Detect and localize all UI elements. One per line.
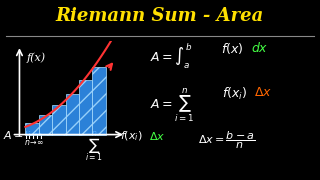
Text: $f(x_i)$: $f(x_i)$ — [222, 86, 248, 102]
Bar — [39, 115, 52, 135]
Bar — [66, 94, 79, 135]
Text: f(x): f(x) — [26, 52, 45, 63]
Text: $A = \int_a^b$: $A = \int_a^b$ — [150, 41, 193, 70]
Text: Riemann Sum - Area: Riemann Sum - Area — [56, 7, 264, 25]
Text: $\Delta x$: $\Delta x$ — [254, 86, 272, 99]
Bar — [79, 80, 92, 135]
Text: $A = \lim_{n \to \infty}$: $A = \lim_{n \to \infty}$ — [3, 130, 44, 148]
Bar — [25, 123, 39, 135]
Text: $\Delta x$: $\Delta x$ — [149, 130, 165, 142]
Text: $f(x_i)$: $f(x_i)$ — [120, 130, 143, 143]
Text: $A = \sum_{i=1}^{n}$: $A = \sum_{i=1}^{n}$ — [150, 86, 195, 124]
Text: $\sum_{i=1}^{n}$: $\sum_{i=1}^{n}$ — [85, 130, 103, 164]
Bar — [52, 105, 66, 135]
Text: $dx$: $dx$ — [251, 41, 268, 55]
Text: $\Delta x = \dfrac{b-a}{n}$: $\Delta x = \dfrac{b-a}{n}$ — [198, 130, 256, 151]
Text: $f(x)$: $f(x)$ — [221, 41, 243, 56]
Bar — [92, 67, 106, 135]
